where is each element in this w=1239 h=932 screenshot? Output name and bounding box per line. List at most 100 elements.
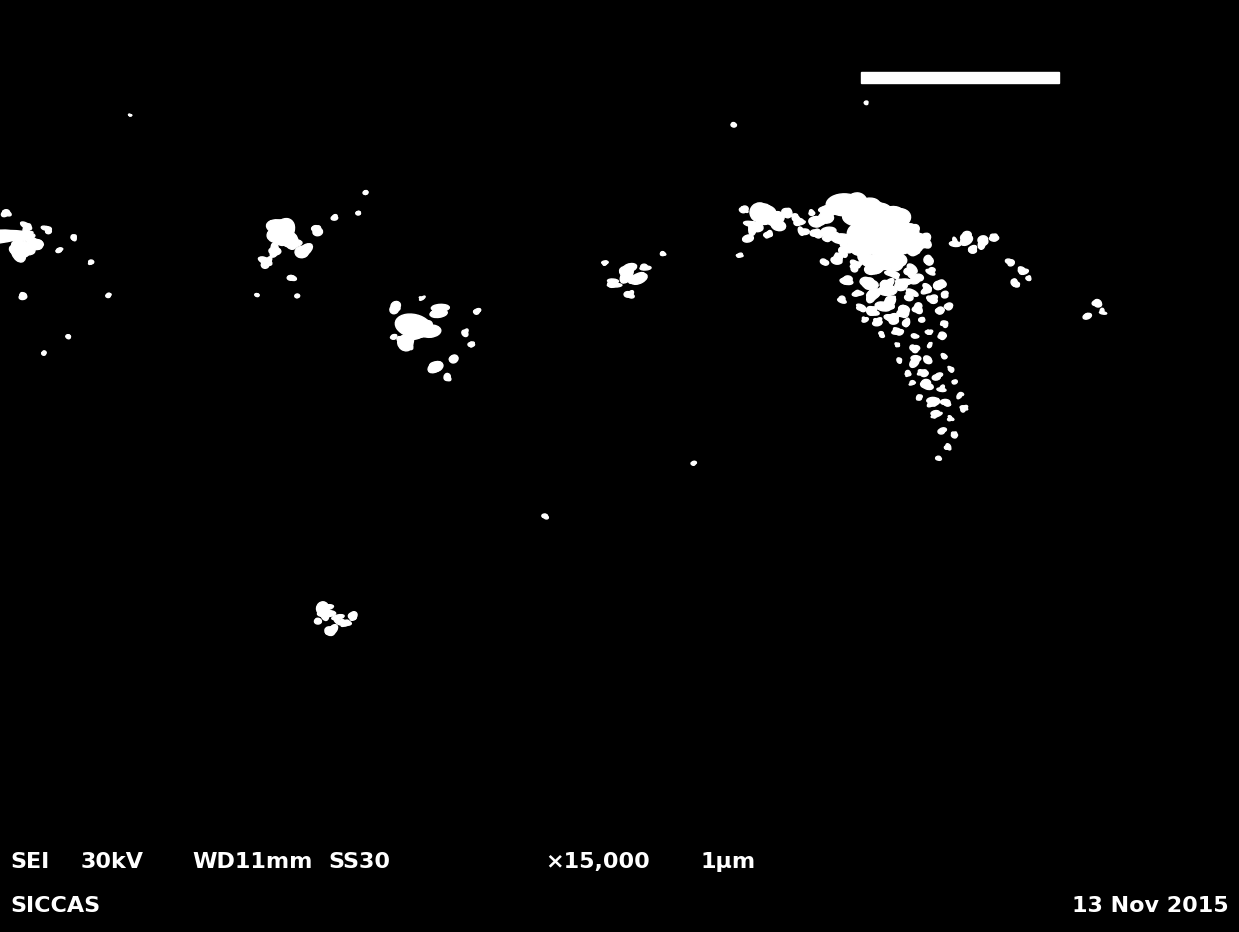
Ellipse shape xyxy=(794,218,803,221)
Ellipse shape xyxy=(866,291,876,303)
Ellipse shape xyxy=(468,342,475,346)
Ellipse shape xyxy=(912,357,921,363)
Ellipse shape xyxy=(906,373,911,376)
Text: 30kV: 30kV xyxy=(81,852,144,872)
Ellipse shape xyxy=(317,610,336,617)
Ellipse shape xyxy=(942,294,948,298)
Ellipse shape xyxy=(757,211,777,225)
Ellipse shape xyxy=(622,265,632,282)
Ellipse shape xyxy=(934,376,940,379)
Ellipse shape xyxy=(870,254,885,264)
Ellipse shape xyxy=(947,305,953,310)
Ellipse shape xyxy=(938,429,944,434)
Ellipse shape xyxy=(821,227,836,235)
Ellipse shape xyxy=(543,514,548,517)
Ellipse shape xyxy=(888,313,898,322)
Ellipse shape xyxy=(748,222,756,236)
Ellipse shape xyxy=(19,295,27,299)
Ellipse shape xyxy=(892,260,901,268)
Ellipse shape xyxy=(840,247,847,254)
Ellipse shape xyxy=(751,223,758,232)
Ellipse shape xyxy=(883,302,895,309)
Ellipse shape xyxy=(422,324,436,337)
Ellipse shape xyxy=(1094,302,1101,307)
Ellipse shape xyxy=(861,235,882,255)
Ellipse shape xyxy=(395,314,431,337)
Ellipse shape xyxy=(1,211,9,216)
Ellipse shape xyxy=(641,264,647,269)
Ellipse shape xyxy=(907,268,916,278)
Ellipse shape xyxy=(809,218,823,225)
Ellipse shape xyxy=(742,206,748,211)
Ellipse shape xyxy=(906,373,909,377)
Ellipse shape xyxy=(269,221,278,226)
Ellipse shape xyxy=(923,383,933,390)
Ellipse shape xyxy=(313,228,322,236)
Ellipse shape xyxy=(835,253,843,261)
Ellipse shape xyxy=(895,343,900,347)
Ellipse shape xyxy=(895,281,907,291)
Ellipse shape xyxy=(396,336,413,350)
Ellipse shape xyxy=(961,405,968,409)
Ellipse shape xyxy=(878,285,897,295)
Text: SICCAS: SICCAS xyxy=(10,896,100,916)
Ellipse shape xyxy=(810,212,814,215)
Ellipse shape xyxy=(872,203,896,229)
Ellipse shape xyxy=(470,342,473,347)
Ellipse shape xyxy=(1100,308,1104,313)
Ellipse shape xyxy=(2,211,11,216)
Ellipse shape xyxy=(287,276,295,281)
Ellipse shape xyxy=(335,618,342,625)
Ellipse shape xyxy=(430,363,441,371)
Ellipse shape xyxy=(859,201,888,234)
Ellipse shape xyxy=(949,418,954,420)
Ellipse shape xyxy=(846,242,860,252)
Ellipse shape xyxy=(942,356,947,358)
Ellipse shape xyxy=(922,287,932,294)
Ellipse shape xyxy=(793,214,799,220)
Ellipse shape xyxy=(890,260,903,271)
Ellipse shape xyxy=(341,621,352,625)
Ellipse shape xyxy=(958,394,961,398)
Ellipse shape xyxy=(873,319,880,323)
Ellipse shape xyxy=(748,222,763,232)
Ellipse shape xyxy=(892,254,907,267)
Ellipse shape xyxy=(932,411,937,418)
Ellipse shape xyxy=(129,115,130,116)
Ellipse shape xyxy=(821,205,835,216)
Ellipse shape xyxy=(691,461,696,464)
Ellipse shape xyxy=(265,256,271,266)
Ellipse shape xyxy=(913,347,917,350)
Ellipse shape xyxy=(285,233,299,249)
Ellipse shape xyxy=(919,233,930,244)
Ellipse shape xyxy=(628,295,634,298)
Ellipse shape xyxy=(929,295,938,300)
Ellipse shape xyxy=(266,220,294,235)
Ellipse shape xyxy=(341,620,346,624)
Ellipse shape xyxy=(855,292,864,295)
Ellipse shape xyxy=(820,259,826,265)
Ellipse shape xyxy=(969,248,976,254)
Ellipse shape xyxy=(1085,313,1089,318)
Ellipse shape xyxy=(429,362,442,373)
Ellipse shape xyxy=(771,212,784,224)
Ellipse shape xyxy=(927,397,938,403)
Ellipse shape xyxy=(922,379,930,386)
Ellipse shape xyxy=(89,260,94,264)
Ellipse shape xyxy=(0,230,33,240)
Ellipse shape xyxy=(898,306,908,318)
Ellipse shape xyxy=(927,296,933,301)
Ellipse shape xyxy=(881,281,892,291)
Ellipse shape xyxy=(839,296,845,302)
Ellipse shape xyxy=(445,374,450,378)
Ellipse shape xyxy=(924,358,932,363)
Ellipse shape xyxy=(950,367,954,372)
Ellipse shape xyxy=(909,345,916,350)
Ellipse shape xyxy=(935,308,944,312)
Ellipse shape xyxy=(942,291,948,296)
Ellipse shape xyxy=(325,627,335,636)
Ellipse shape xyxy=(860,240,881,254)
Ellipse shape xyxy=(0,230,35,240)
Ellipse shape xyxy=(900,226,917,237)
Ellipse shape xyxy=(840,279,852,284)
